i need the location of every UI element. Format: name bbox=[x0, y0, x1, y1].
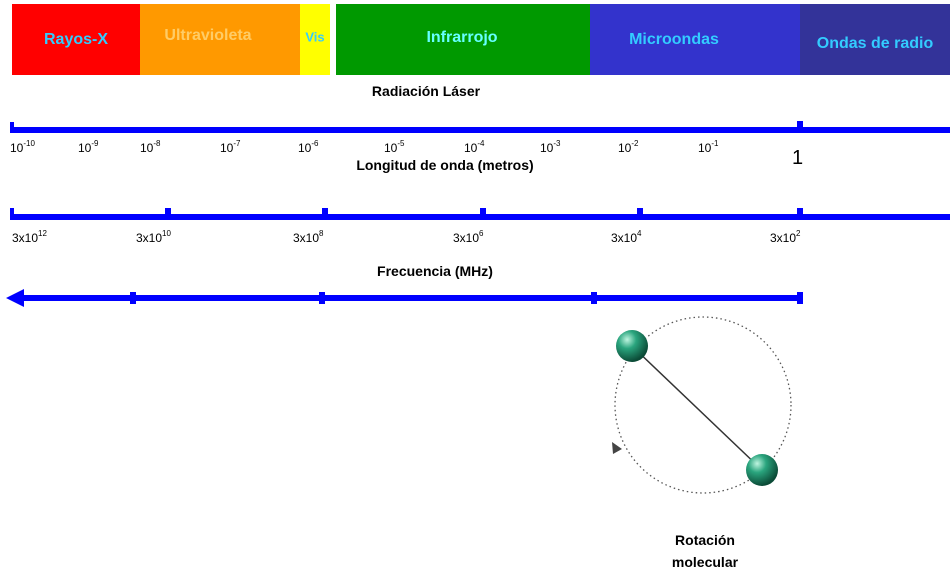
laser-label: Radiación Láser bbox=[372, 83, 481, 99]
tick-label: 10-9 bbox=[78, 139, 99, 155]
tick-base: 3x10 bbox=[453, 231, 479, 245]
tick bbox=[797, 292, 803, 304]
tick-exponent: -9 bbox=[91, 139, 99, 148]
tick-base: 10 bbox=[540, 141, 554, 155]
tick-exponent: 12 bbox=[38, 229, 47, 238]
tick-label: 10-5 bbox=[384, 139, 405, 155]
tick-exponent: -2 bbox=[631, 139, 639, 148]
spectrum-diagram: Rayos-X Ultravioleta Vis Infrarrojo Micr… bbox=[0, 0, 950, 576]
tick bbox=[591, 292, 597, 304]
tick-exponent: -8 bbox=[153, 139, 161, 148]
tick-label: 10-8 bbox=[140, 139, 161, 155]
tick bbox=[480, 208, 486, 216]
tick-label: 1 bbox=[792, 147, 803, 169]
tick-base: 10 bbox=[384, 141, 398, 155]
rotation-arrow bbox=[612, 442, 622, 454]
bond bbox=[632, 346, 762, 470]
tick-base: 10 bbox=[78, 141, 92, 155]
tick-base: 3x10 bbox=[136, 231, 162, 245]
tick-label: 3x1010 bbox=[136, 229, 171, 245]
tick-label: 10-7 bbox=[220, 139, 241, 155]
tick bbox=[797, 208, 803, 216]
frequency-label: Frecuencia (MHz) bbox=[377, 263, 493, 279]
tick-base: 10 bbox=[140, 141, 154, 155]
band-label: Ultravioleta bbox=[164, 27, 251, 44]
tick bbox=[797, 121, 803, 129]
tick-base: 3x10 bbox=[611, 231, 637, 245]
tick-exponent: -4 bbox=[477, 139, 485, 148]
arrow-shaft bbox=[20, 295, 803, 301]
arrow-head bbox=[6, 289, 24, 307]
tick-exponent: 6 bbox=[479, 229, 484, 238]
tick-exponent: -1 bbox=[711, 139, 719, 148]
tick-exponent: 4 bbox=[637, 229, 642, 238]
tick bbox=[10, 208, 14, 218]
tick-base: 10 bbox=[464, 141, 478, 155]
band-label: Vis bbox=[305, 29, 324, 44]
tick-base: 10 bbox=[698, 141, 712, 155]
band-label: Ondas de radio bbox=[817, 35, 934, 52]
tick-label: 10-10 bbox=[10, 139, 35, 155]
tick-exponent: -7 bbox=[233, 139, 241, 148]
tick-label: 3x106 bbox=[453, 229, 484, 245]
tick-exponent: -10 bbox=[23, 139, 35, 148]
tick-exponent: -6 bbox=[311, 139, 319, 148]
tick-label: 10-3 bbox=[540, 139, 561, 155]
tick-label: 10-2 bbox=[618, 139, 639, 155]
tick-base: 3x10 bbox=[12, 231, 38, 245]
tick bbox=[322, 208, 328, 216]
tick-base: 3x10 bbox=[770, 231, 796, 245]
tick-label: 3x108 bbox=[293, 229, 324, 245]
rotation-label: molecular bbox=[672, 554, 739, 570]
band-label: Infrarrojo bbox=[426, 29, 497, 46]
wavelength-axis bbox=[10, 127, 950, 133]
tick-label: 10-6 bbox=[298, 139, 319, 155]
tick-exponent: 2 bbox=[796, 229, 801, 238]
tick bbox=[10, 122, 14, 130]
atom bbox=[746, 454, 778, 486]
tick-exponent: 8 bbox=[319, 229, 324, 238]
tick-label: 3x1012 bbox=[12, 229, 47, 245]
tick bbox=[637, 208, 643, 216]
tick-base: 10 bbox=[10, 141, 24, 155]
tick-exponent: 10 bbox=[162, 229, 171, 238]
tick-label: 3x102 bbox=[770, 229, 801, 245]
tick-label: 10-4 bbox=[464, 139, 485, 155]
tick-label: 3x104 bbox=[611, 229, 642, 245]
tick bbox=[319, 292, 325, 304]
tick-base: 10 bbox=[618, 141, 632, 155]
tick-base: 10 bbox=[298, 141, 312, 155]
tick-exponent: -5 bbox=[397, 139, 405, 148]
tick-base: 10 bbox=[220, 141, 234, 155]
rotation-label: Rotación bbox=[675, 532, 735, 548]
tick-label: 10-1 bbox=[698, 139, 719, 155]
tick bbox=[165, 208, 171, 216]
tick bbox=[130, 292, 136, 304]
tick-exponent: -3 bbox=[553, 139, 561, 148]
band-label: Rayos-X bbox=[44, 31, 108, 48]
tick-base: 3x10 bbox=[293, 231, 319, 245]
wavelength-label: Longitud de onda (metros) bbox=[356, 157, 533, 173]
atom bbox=[616, 330, 648, 362]
tick-base: 1 bbox=[792, 147, 803, 169]
band-label: Microondas bbox=[629, 31, 719, 48]
